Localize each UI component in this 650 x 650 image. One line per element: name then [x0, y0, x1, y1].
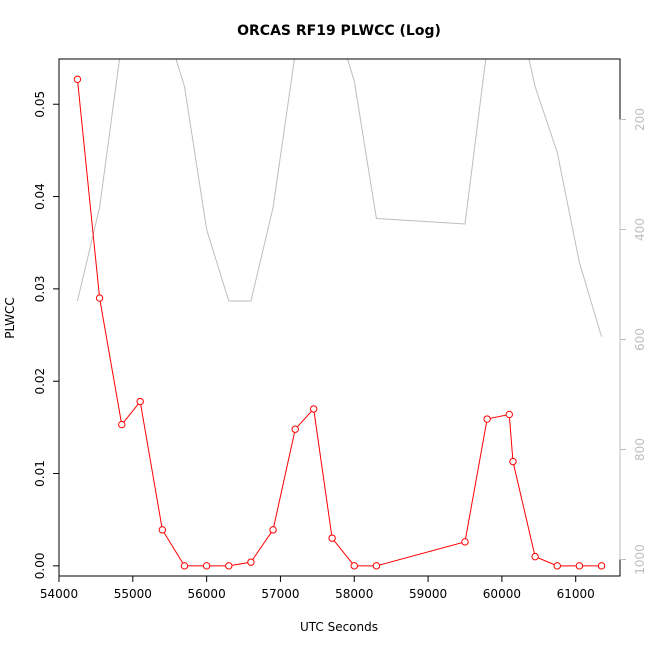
y2-tick-label: 1000 [633, 544, 647, 575]
data-point [461, 538, 469, 546]
data-point [483, 415, 491, 423]
data-point [509, 457, 517, 466]
data-point [180, 562, 189, 570]
data-point [225, 562, 233, 570]
x-tick-label: 61000 [557, 587, 595, 601]
data-point [531, 552, 539, 561]
series-line-right [76, 59, 603, 337]
x-axis-label: UTC Seconds [300, 620, 378, 634]
data-point [291, 425, 299, 433]
y-tick-label: 0.02 [33, 368, 47, 395]
data-point [505, 410, 513, 419]
y-tick-label: 0.00 [33, 552, 47, 579]
data-point [95, 294, 104, 302]
data-point [328, 534, 336, 542]
y-tick-label: 0.01 [33, 460, 47, 487]
data-point [553, 562, 561, 570]
data-point [309, 405, 318, 413]
data-point [350, 562, 358, 570]
y2-tick-label: 200 [633, 108, 647, 131]
x-tick-label: 54000 [40, 587, 78, 601]
data-point [136, 397, 144, 406]
y2-tick-label: 400 [633, 218, 647, 241]
data-point [247, 558, 255, 566]
series-line-left [76, 79, 602, 567]
y2-tick-label: 600 [633, 328, 647, 351]
y-tick-label: 0.03 [33, 276, 47, 303]
data-point [202, 562, 211, 570]
x-tick-label: 60000 [483, 587, 521, 601]
data-point [269, 526, 277, 534]
plot-area: 54000 55000 56000 57000 58000 59000 60000 61000… [33, 58, 647, 601]
data-point [575, 562, 584, 570]
data-point [372, 562, 381, 570]
x-tick-label: 58000 [335, 587, 373, 601]
data-point [597, 562, 606, 570]
y-axis-label: PLWCC [3, 297, 17, 338]
data-point [158, 526, 167, 534]
chart-title: ORCAS RF19 PLWCC (Log) [237, 23, 441, 39]
x-tick-label: 56000 [188, 587, 226, 601]
y2-tick-label: 800 [633, 438, 647, 461]
data-point [118, 420, 126, 429]
y-tick-label: 0.04 [33, 183, 47, 210]
data-point [73, 75, 82, 84]
x-tick-label: 55000 [114, 587, 152, 601]
x-tick-label: 57000 [261, 587, 299, 601]
series-group [73, 59, 606, 570]
plot-frame [58, 58, 621, 577]
x-tick-label: 59000 [409, 587, 447, 601]
y-tick-label: 0.05 [33, 91, 47, 118]
